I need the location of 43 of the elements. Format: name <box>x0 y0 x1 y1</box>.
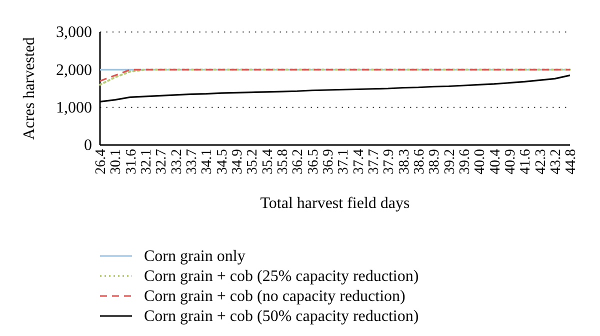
x-tick-label: 39.6 <box>456 149 473 174</box>
y-tick-label: 1,000 <box>56 99 92 116</box>
x-tick-label: 34.5 <box>214 149 230 174</box>
y-tick-label: 3,000 <box>56 24 92 42</box>
x-tick-label: 33.7 <box>184 149 200 174</box>
x-tick-label: 43.2 <box>548 149 564 174</box>
x-tick-label: 40.9 <box>502 149 518 174</box>
legend-label: Corn grain + cob (50% capacity reduction) <box>144 308 419 325</box>
x-tick-label: 26.4 <box>93 148 110 174</box>
x-tick-label: 35.8 <box>275 149 292 174</box>
x-tick-label: 41.6 <box>518 149 534 174</box>
x-tick-label: 36.9 <box>320 149 336 174</box>
y-tick-label: 2,000 <box>56 62 92 79</box>
x-tick-label: 32.1 <box>138 149 155 174</box>
x-tick-label: 35.2 <box>244 149 261 174</box>
x-tick-label: 40.4 <box>487 148 504 174</box>
x-tick-label: 31.6 <box>123 149 140 174</box>
x-tick-label: 37.1 <box>336 149 352 174</box>
x-tick-label: 37.9 <box>381 149 398 174</box>
x-tick-label: 42.3 <box>532 149 549 174</box>
x-tick-label: 33.2 <box>168 149 185 174</box>
x-tick-label: 37.4 <box>350 148 367 174</box>
x-tick-label: 37.7 <box>366 149 382 174</box>
x-tick-label: 30.1 <box>108 149 124 174</box>
x-tick-label: 38.9 <box>426 149 443 174</box>
x-tick-label: 35.4 <box>260 148 276 174</box>
x-tick-label: 36.5 <box>305 149 322 174</box>
x-tick-label: 40.0 <box>472 149 488 174</box>
x-tick-label: 36.2 <box>290 149 306 174</box>
x-tick-label: 38.3 <box>396 149 412 174</box>
x-tick-label: 34.1 <box>199 149 216 174</box>
x-tick-label: 44.8 <box>563 149 580 174</box>
line-series <box>99 68 571 86</box>
legend-label: Corn grain only <box>144 248 246 265</box>
y-tick-label: 0 <box>84 137 92 154</box>
legend-label: Corn grain + cob (25% capacity reduction) <box>144 268 419 285</box>
x-tick-label: 39.2 <box>442 149 458 174</box>
x-tick-label: 38.6 <box>411 149 428 174</box>
y-axis-title: Acres harvested <box>21 37 38 140</box>
x-tick-label: 32.7 <box>154 149 170 174</box>
x-axis-title: Total harvest field days <box>260 195 410 212</box>
legend-label: Corn grain + cob (no capacity reduction) <box>144 288 406 305</box>
x-tick-label: 34.9 <box>230 149 246 174</box>
